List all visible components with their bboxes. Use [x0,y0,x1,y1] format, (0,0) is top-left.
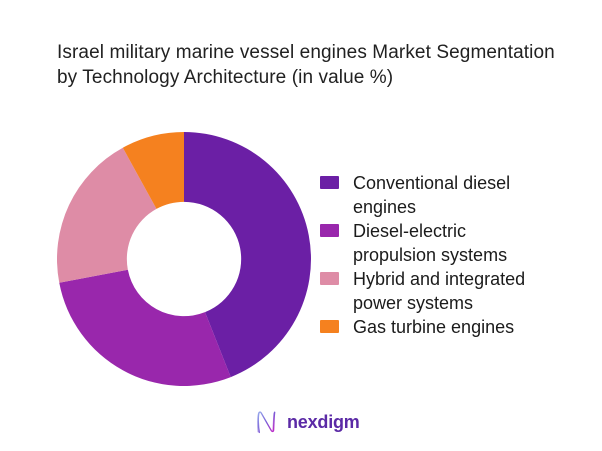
legend-label: Conventional diesel engines [353,173,511,217]
chart-title: Israel military marine vessel engines Ma… [57,42,555,88]
legend-swatch-icon [320,224,339,237]
nexdigm-logo: nexdigm [253,408,360,437]
nexdigm-wordmark: nexdigm [287,412,360,432]
legend-item-4: Gas turbine engines [320,315,553,339]
donut-segment-2 [59,269,231,386]
legend-swatch-icon [320,176,339,189]
legend-label: Diesel-electric propulsion systems [353,221,508,265]
legend-swatch-icon [320,320,339,333]
donut-segment-3 [57,147,157,283]
legend-label: Hybrid and integrated power systems [353,269,526,313]
donut-segment-1 [184,132,311,378]
legend-item-3: Hybrid and integrated power systems [320,267,553,315]
donut-segment-4 [122,132,184,209]
legend-swatch-icon [320,272,339,285]
legend-item-1: Conventional diesel engines [320,171,553,219]
donut-chart [57,132,311,386]
nexdigm-logo-icon [257,411,276,434]
legend-item-2: Diesel-electric propulsion systems [320,219,553,267]
legend-label: Gas turbine engines [353,317,515,337]
donut-chart-svg [57,132,311,386]
chart-legend: Conventional diesel engines Diesel-electr… [320,171,553,339]
